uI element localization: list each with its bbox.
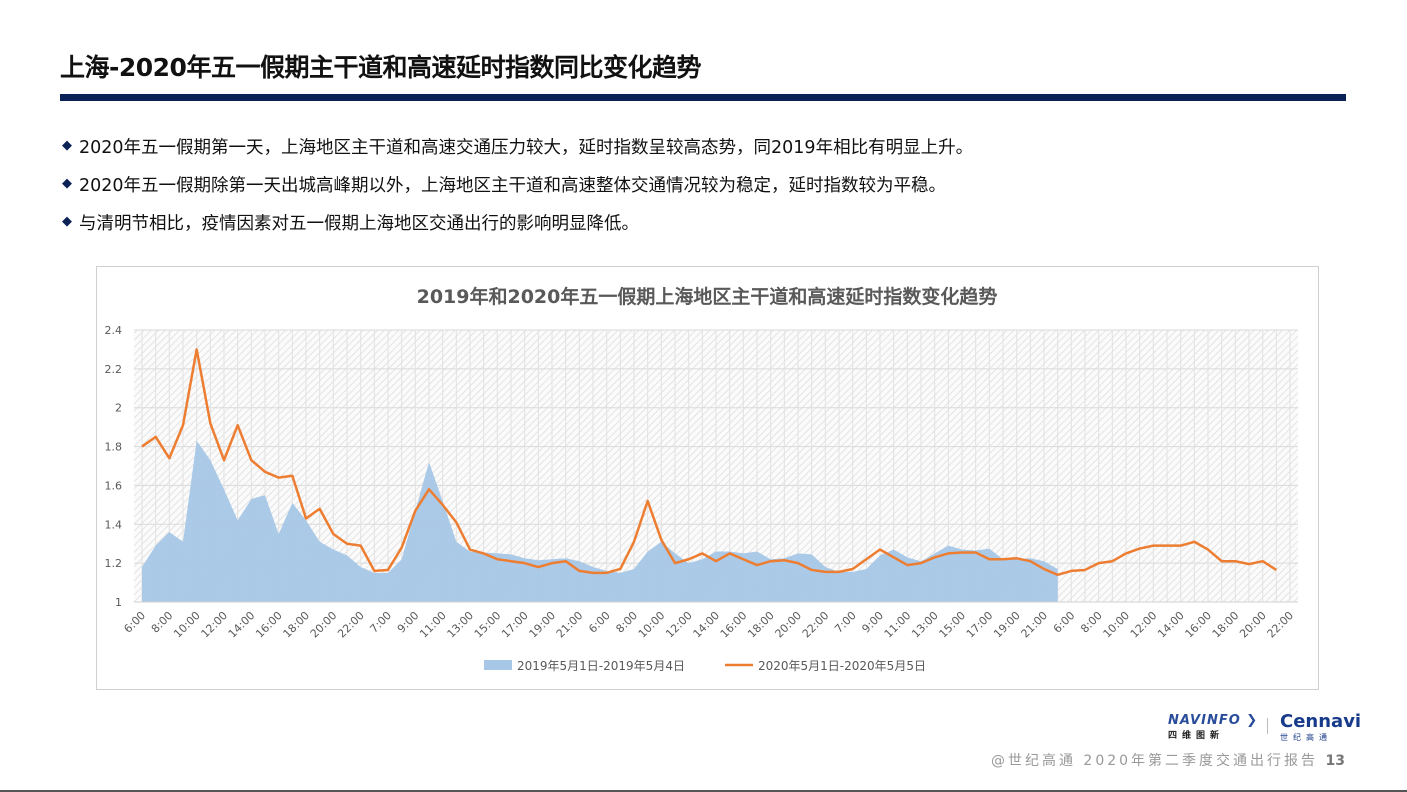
x-tick-label: 19:00: [527, 609, 559, 641]
legend-label-2020: 2020年5月1日-2020年5月5日: [758, 659, 926, 673]
x-tick-label: 18:00: [1210, 609, 1242, 641]
logo-subtext: 世纪高通: [1280, 733, 1332, 742]
y-tick-label: 1.4: [105, 518, 123, 531]
x-tick-label: 16:00: [718, 609, 750, 641]
x-tick-label: 17:00: [499, 609, 531, 641]
x-tick-label: 6:00: [121, 609, 148, 636]
x-tick-label: 7:00: [367, 609, 394, 636]
page-title: 上海-2020年五一假期主干道和高速延时指数同比变化趋势: [60, 53, 701, 82]
x-tick-label: 14:00: [226, 609, 258, 641]
x-tick-label: 21:00: [554, 609, 586, 641]
y-tick-label: 2: [115, 402, 122, 415]
area-2019: [142, 440, 1058, 602]
legend-label-2019: 2019年5月1日-2019年5月4日: [517, 659, 685, 673]
bullet-text: 2020年五一假期除第一天出城高峰期以外，上海地区主干道和高速整体交通情况较为稳…: [79, 176, 947, 196]
page-number: 13: [1325, 753, 1345, 769]
footer-text: @世纪高通 2020年第二季度交通出行报告: [990, 753, 1319, 769]
bullet-text: 2020年五一假期第一天，上海地区主干道和高速交通压力较大，延时指数呈较高态势，…: [79, 138, 974, 158]
diamond-bullet-icon: ◆: [62, 214, 72, 229]
x-tick-label: 14:00: [691, 609, 723, 641]
legend-swatch-2019: [484, 660, 512, 670]
x-tick-label: 10:00: [171, 609, 203, 641]
chart-title: 2019年和2020年五一假期上海地区主干道和高速延时指数变化趋势: [417, 285, 998, 308]
x-tick-label: 16:00: [1183, 609, 1215, 641]
bullet-text: 与清明节相比，疫情因素对五一假期上海地区交通出行的影响明显降低。: [79, 214, 639, 234]
y-tick-label: 2.4: [105, 324, 123, 337]
legend: 2019年5月1日-2019年5月4日 2020年5月1日-2020年5月5日: [484, 659, 926, 673]
y-tick-label: 1: [115, 596, 122, 609]
x-tick-label: 11:00: [417, 609, 449, 641]
x-tick-label: 20:00: [773, 609, 805, 641]
y-tick-label: 1.8: [105, 441, 123, 454]
x-tick-label: 13:00: [445, 609, 477, 641]
x-tick-label: 18:00: [745, 609, 777, 641]
chart-frame: [96, 266, 1319, 690]
x-tick-label: 12:00: [1128, 609, 1160, 641]
y-tick-label: 2.2: [105, 363, 123, 376]
bottom-border: [0, 790, 1407, 792]
x-tick-label: 15:00: [472, 609, 504, 641]
x-tick-label: 13:00: [909, 609, 941, 641]
footer: @世纪高通 2020年第二季度交通出行报告 13: [991, 750, 1345, 770]
x-tick-label: 10:00: [636, 609, 668, 641]
line-2020: [141, 348, 1278, 577]
x-tick-label: 11:00: [882, 609, 914, 641]
y-tick-label: 1.2: [105, 557, 123, 570]
diamond-bullet-icon: ◆: [62, 176, 72, 191]
x-tick-label: 12:00: [663, 609, 695, 641]
bullet-item: ◆ 2020年五一假期除第一天出城高峰期以外，上海地区主干道和高速整体交通情况较为…: [62, 172, 973, 210]
x-tick-label: 10:00: [1101, 609, 1133, 641]
bullet-list: ◆ 2020年五一假期第一天，上海地区主干道和高速交通压力较大，延时指数呈较高态势…: [62, 134, 973, 248]
x-tick-label: 7:00: [832, 609, 859, 636]
x-tick-label: 6:00: [586, 609, 613, 636]
x-tick-label: 19:00: [991, 609, 1023, 641]
x-tick-label: 18:00: [281, 609, 313, 641]
x-tick-label: 22:00: [335, 609, 367, 641]
navinfo-logo: NAVINFO ❯ 四维图新: [1168, 713, 1259, 741]
logo-text: NAVINFO: [1168, 713, 1241, 728]
cennavi-logo: Cennavi 世纪高通: [1280, 711, 1361, 743]
logo-subtext: 四维图新: [1168, 731, 1225, 741]
x-tick-label: 15:00: [937, 609, 969, 641]
logo-separator: [1267, 718, 1268, 734]
x-tick-label: 22:00: [800, 609, 832, 641]
diamond-bullet-icon: ◆: [62, 138, 72, 153]
x-tick-label: 20:00: [1237, 609, 1269, 641]
x-tick-label: 6:00: [1051, 609, 1078, 636]
y-tick-label: 1.6: [105, 479, 123, 492]
x-tick-label: 12:00: [199, 609, 231, 641]
bullet-item: ◆ 与清明节相比，疫情因素对五一假期上海地区交通出行的影响明显降低。: [62, 210, 973, 248]
x-tick-label: 16:00: [253, 609, 285, 641]
x-tick-label: 17:00: [964, 609, 996, 641]
title-divider: [60, 94, 1346, 101]
x-tick-label: 20:00: [308, 609, 340, 641]
bullet-item: ◆ 2020年五一假期第一天，上海地区主干道和高速交通压力较大，延时指数呈较高态势…: [62, 134, 973, 172]
x-tick-label: 21:00: [1019, 609, 1051, 641]
x-tick-label: 14:00: [1155, 609, 1187, 641]
logo-text: Cennavi: [1280, 711, 1362, 732]
x-tick-label: 22:00: [1265, 609, 1297, 641]
